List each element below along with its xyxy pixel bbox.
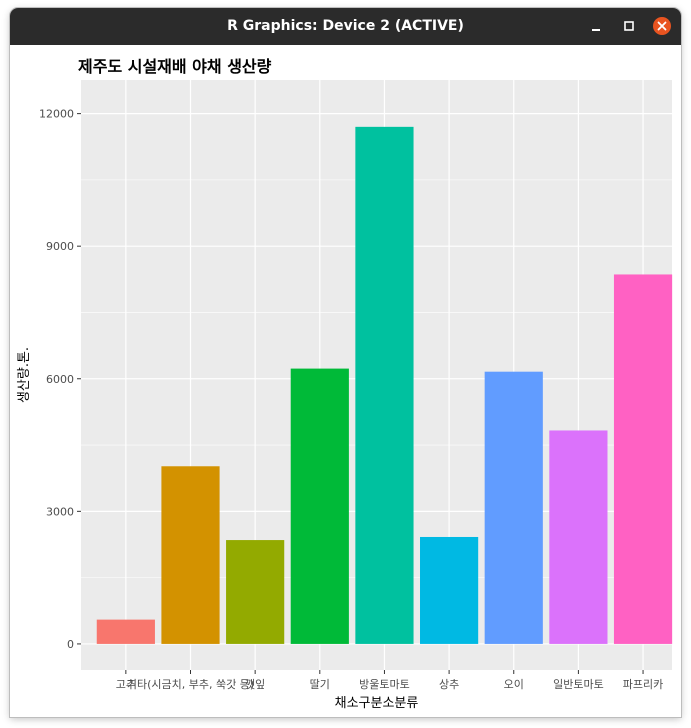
title-bar[interactable]: R Graphics: Device 2 (ACTIVE) (10, 8, 681, 45)
maximize-icon[interactable] (619, 16, 639, 36)
y-tick-label: 3000 (46, 505, 74, 518)
x-tick-label: 오이 (504, 678, 524, 691)
y-axis: 0 3000 6000 9000 12000 (39, 108, 81, 651)
x-tick-label: 방울토마토 (359, 678, 410, 691)
y-tick-label: 6000 (46, 373, 74, 386)
y-axis-title: 생산량.톤. (17, 347, 32, 403)
x-tick-label: 딸기 (310, 678, 330, 691)
y-tick-label: 9000 (46, 240, 74, 253)
bar (226, 540, 285, 644)
bar (549, 430, 608, 644)
x-tick-label: 파프리카 (623, 678, 663, 691)
bar (420, 536, 479, 644)
close-icon[interactable] (652, 16, 672, 36)
chart-title: 제주도 시설재배 야채 생산량 (78, 57, 272, 76)
y-tick-label: 0 (67, 638, 74, 651)
bar (290, 368, 349, 644)
x-tick-label: 깻잎 (245, 678, 265, 691)
bar (484, 371, 543, 644)
x-tick-label: 상추 (439, 678, 459, 691)
bar (161, 466, 220, 644)
x-tick-label: 기타(시금치, 부추, 쑥갓 등) (127, 678, 254, 691)
minimize-icon[interactable] (586, 16, 606, 36)
bars (96, 126, 673, 644)
bar (355, 126, 414, 644)
bar (613, 274, 673, 644)
x-axis-title: 채소구분소분류 (335, 696, 419, 711)
bar (96, 619, 155, 644)
bar-chart: 제주도 시설재배 야채 생산량 0 3000 6000 9000 12000 고추기타(… (17, 57, 673, 711)
plot-area: 제주도 시설재배 야채 생산량 0 3000 6000 9000 12000 고추 기타(… (10, 45, 681, 717)
window-title: R Graphics: Device 2 (ACTIVE) (227, 18, 464, 34)
y-tick-label: 12000 (39, 108, 74, 121)
x-tick-label: 일반토마토 (553, 677, 604, 691)
graphics-window: R Graphics: Device 2 (ACTIVE) 제주도 시설재배 야… (10, 8, 681, 717)
x-tick-label: 고추 (116, 678, 136, 691)
